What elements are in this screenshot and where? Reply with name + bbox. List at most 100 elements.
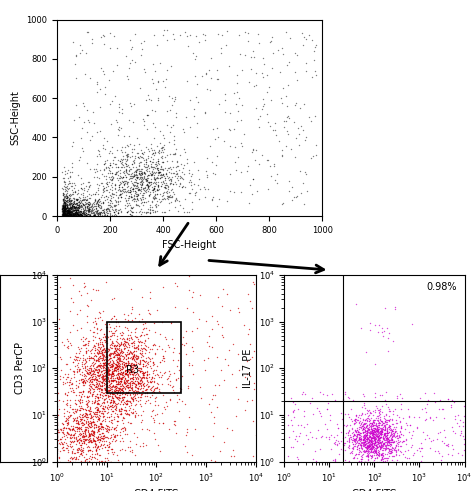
Point: [78, 411, 86, 419]
Point: [153, 85, 160, 93]
Point: [157, 163, 165, 171]
Point: [372, 431, 379, 438]
Point: [145, 205, 152, 213]
Point: [391, 445, 398, 453]
Point: [135, 372, 142, 380]
Point: [72, 405, 79, 412]
Point: [112, 366, 119, 374]
Point: [164, 193, 172, 201]
Point: [368, 442, 376, 450]
Point: [115, 351, 123, 359]
Point: [157, 368, 164, 376]
Point: [356, 431, 364, 439]
Point: [159, 353, 167, 360]
Point: [59, 207, 66, 215]
Point: [70, 203, 78, 211]
Point: [361, 432, 368, 439]
Point: [71, 368, 78, 376]
Point: [64, 206, 71, 214]
Point: [132, 208, 139, 216]
Point: [118, 186, 126, 194]
Point: [182, 401, 189, 409]
Point: [358, 439, 366, 447]
Point: [203, 173, 211, 181]
Point: [385, 421, 393, 429]
Point: [82, 418, 90, 426]
Point: [365, 434, 372, 442]
Point: [149, 60, 156, 68]
Point: [137, 171, 145, 179]
Point: [396, 390, 403, 398]
Point: [369, 436, 376, 444]
Point: [137, 331, 145, 339]
Point: [371, 437, 379, 445]
Point: [69, 209, 76, 217]
Point: [119, 373, 127, 381]
Point: [55, 439, 62, 447]
Point: [363, 431, 370, 439]
Point: [66, 209, 73, 217]
Point: [59, 206, 67, 214]
Point: [62, 210, 69, 218]
Point: [356, 419, 363, 427]
Point: [365, 425, 372, 433]
Point: [380, 419, 387, 427]
Point: [132, 325, 139, 333]
Point: [137, 396, 144, 404]
Point: [196, 292, 204, 300]
Point: [370, 451, 378, 459]
Point: [150, 31, 158, 39]
Point: [369, 420, 376, 428]
Point: [95, 209, 103, 217]
Point: [112, 436, 119, 444]
Point: [64, 205, 72, 213]
Point: [79, 208, 87, 216]
Point: [105, 442, 113, 450]
Point: [138, 198, 146, 206]
Point: [109, 199, 116, 207]
Point: [429, 416, 437, 424]
Point: [152, 341, 159, 349]
Point: [134, 387, 142, 395]
Point: [70, 197, 78, 205]
Point: [283, 127, 291, 135]
Point: [89, 380, 97, 387]
Point: [114, 171, 122, 179]
Point: [90, 431, 97, 438]
Point: [159, 158, 167, 165]
Point: [380, 432, 387, 439]
Point: [143, 209, 150, 217]
Point: [73, 453, 80, 461]
Point: [100, 355, 107, 363]
Point: [137, 418, 145, 426]
Point: [65, 204, 73, 212]
Point: [99, 374, 106, 382]
Point: [110, 211, 118, 219]
Point: [59, 211, 66, 219]
Point: [376, 391, 384, 399]
Point: [367, 435, 375, 442]
Point: [106, 351, 113, 359]
Point: [396, 431, 403, 438]
Point: [120, 376, 128, 384]
Point: [70, 209, 77, 217]
Point: [360, 441, 368, 449]
Point: [170, 388, 177, 396]
Point: [82, 347, 89, 355]
Point: [68, 204, 75, 212]
Point: [116, 353, 123, 360]
Point: [230, 452, 238, 460]
Point: [156, 168, 164, 176]
Point: [75, 198, 82, 206]
Point: [148, 186, 156, 194]
Point: [72, 207, 80, 215]
Point: [111, 376, 119, 383]
Point: [366, 433, 374, 440]
Point: [373, 446, 380, 454]
Point: [395, 438, 403, 446]
Point: [109, 376, 116, 383]
Point: [100, 440, 108, 448]
Point: [102, 179, 109, 187]
Point: [191, 112, 198, 120]
Point: [159, 131, 167, 138]
